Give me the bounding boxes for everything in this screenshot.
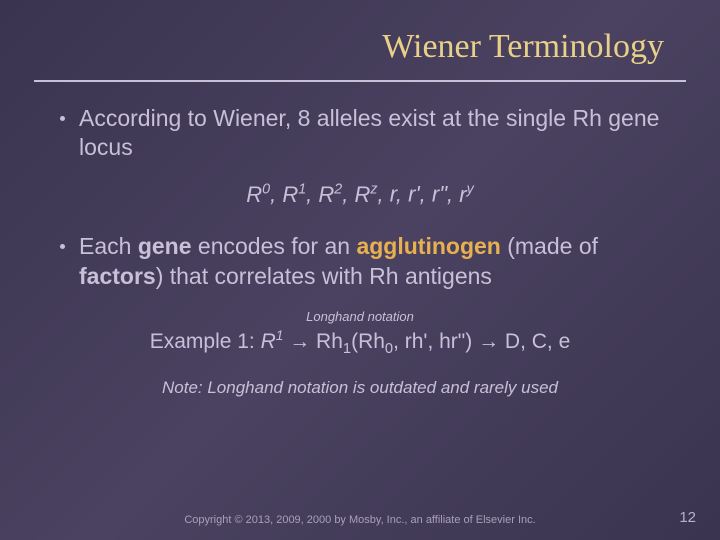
longhand-label: Longhand notation xyxy=(60,309,660,324)
allele-R1: R1 xyxy=(282,182,306,207)
title-wrap: Wiener Terminology xyxy=(0,0,720,74)
page-number: 12 xyxy=(679,509,696,526)
example-label: Example 1: xyxy=(150,330,261,353)
example-line: Example 1: R1 → Rh1(Rh0, rh', hr") → D, … xyxy=(60,328,660,357)
bullet-2-text: Each gene encodes for an agglutinogen (m… xyxy=(79,232,660,292)
example-antigens: D, C, e xyxy=(505,330,570,353)
example-rh: Rh1 xyxy=(316,330,351,353)
slide-title: Wiener Terminology xyxy=(56,28,664,66)
bullet-2: Each gene encodes for an agglutinogen (m… xyxy=(60,232,660,292)
example-gene: R1 xyxy=(261,330,284,353)
arrow-icon: → xyxy=(472,330,505,353)
allele-Rz: Rz xyxy=(354,182,377,207)
allele-rdoubleprime: r" xyxy=(432,182,447,207)
bullet-dot-icon xyxy=(60,244,65,249)
allele-R0: R0 xyxy=(246,182,270,207)
bullet-dot-icon xyxy=(60,116,65,121)
content-area: According to Wiener, 8 alleles exist at … xyxy=(0,82,720,398)
alleles-list: R0, R1, R2, Rz, r, r', r", ry xyxy=(60,181,660,207)
allele-ry: ry xyxy=(459,182,473,207)
arrow-icon: → xyxy=(283,330,316,353)
bullet-1: According to Wiener, 8 alleles exist at … xyxy=(60,104,660,164)
allele-r: r xyxy=(390,182,396,207)
allele-rprime: r' xyxy=(408,182,420,207)
slide: Wiener Terminology According to Wiener, … xyxy=(0,0,720,540)
bullet-1-text: According to Wiener, 8 alleles exist at … xyxy=(79,104,660,164)
copyright-text: Copyright © 2013, 2009, 2000 by Mosby, I… xyxy=(0,514,720,526)
example-factors: (Rh0, rh', hr") xyxy=(351,330,472,353)
note-line: Note: Longhand notation is outdated and … xyxy=(60,378,660,398)
allele-R2: R2 xyxy=(318,182,342,207)
